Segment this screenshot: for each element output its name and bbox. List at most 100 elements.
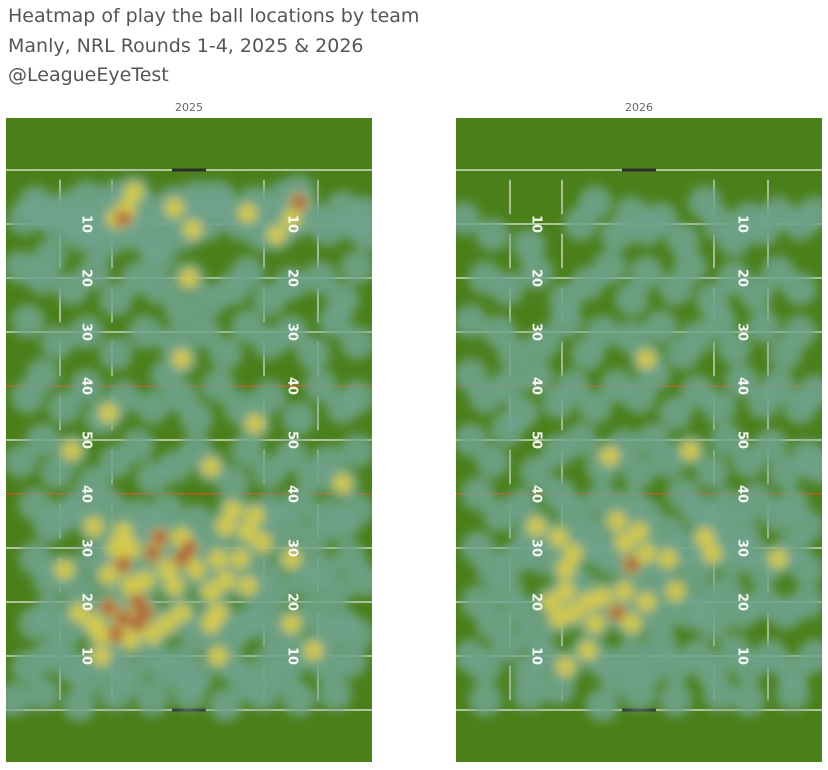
heat-point-level-1 (135, 390, 170, 425)
heat-point-level-1 (622, 676, 656, 711)
heat-layer (456, 185, 822, 722)
yard-number-label: 30 (735, 323, 750, 341)
field-svg-2025: 10 10 20 20 30 30 40 40 50 50 40 40 30 30 20 20 10 10 (6, 118, 372, 762)
heat-point-level-2 (548, 527, 569, 548)
yard-number-label: 40 (285, 377, 300, 395)
heat-point-level-1 (578, 390, 613, 425)
heat-point-level-1 (164, 293, 199, 328)
heat-point-level-1 (281, 682, 316, 717)
heat-point-level-1 (475, 444, 510, 479)
heat-point-level-1 (6, 682, 31, 717)
heat-point-level-1 (468, 649, 503, 684)
yard-number-label: 30 (79, 539, 94, 557)
heat-point-level-2 (171, 602, 192, 623)
heat-point-level-1 (801, 450, 822, 484)
heat-point-level-2 (636, 592, 657, 612)
heat-point-level-1 (252, 379, 287, 414)
yard-number-label: 20 (285, 593, 300, 611)
heat-point-level-1 (25, 676, 60, 711)
yard-number-label: 50 (529, 431, 544, 449)
heat-point-level-3 (137, 604, 154, 621)
heat-point-level-2 (142, 624, 163, 645)
heat-point-level-1 (783, 315, 818, 349)
heat-point-level-2 (555, 581, 576, 602)
heat-point-level-1 (91, 487, 126, 522)
yard-number-label: 10 (79, 647, 94, 665)
heat-point-level-2 (54, 559, 75, 580)
heat-point-level-1 (695, 606, 730, 641)
heat-point-level-1 (150, 493, 185, 528)
heat-point-level-1 (25, 358, 60, 393)
heat-point-level-1 (340, 617, 372, 652)
heat-point-level-1 (761, 369, 796, 403)
heat-point-level-1 (215, 466, 250, 501)
heat-point-level-2 (281, 208, 302, 229)
heat-point-level-2 (69, 602, 90, 623)
chart-credit: @LeagueEyeTest (8, 64, 169, 86)
heat-point-level-2 (636, 349, 657, 369)
heat-point-level-1 (201, 180, 236, 214)
heat-point-level-1 (563, 423, 598, 457)
heat-point-level-2 (208, 602, 229, 623)
heat-point-level-1 (790, 585, 822, 619)
heat-point-level-1 (797, 196, 822, 231)
heat-point-level-1 (6, 444, 38, 479)
yard-number-label: 30 (529, 323, 544, 341)
heat-point-level-1 (702, 304, 737, 339)
heat-point-level-1 (585, 687, 620, 722)
heat-point-level-1 (351, 217, 372, 252)
heat-point-level-1 (592, 250, 627, 285)
heat-point-level-2 (157, 613, 178, 634)
heat-point-level-3 (181, 540, 197, 556)
heat-point-level-1 (519, 358, 554, 393)
heat-point-level-2 (120, 538, 141, 558)
yard-number-label: 40 (79, 377, 94, 395)
heat-point-level-1 (783, 271, 818, 306)
heat-point-level-2 (83, 516, 104, 537)
heat-point-level-1 (717, 331, 752, 366)
heat-point-level-1 (40, 325, 75, 360)
heat-point-level-1 (614, 282, 649, 317)
yard-number-label: 10 (529, 647, 544, 665)
heat-point-level-1 (519, 255, 554, 290)
heat-point-level-2 (266, 224, 287, 245)
heat-point-level-1 (208, 336, 243, 371)
heat-point-level-3 (290, 194, 307, 211)
heat-point-level-3 (115, 556, 132, 573)
panel-title-2025: 2025 (175, 101, 203, 114)
heat-point-level-1 (622, 455, 656, 490)
heat-point-level-1 (25, 423, 60, 457)
heat-point-level-2 (658, 548, 679, 569)
heat-point-level-2 (614, 532, 635, 553)
heat-point-level-1 (548, 304, 583, 339)
heat-point-level-1 (186, 315, 221, 349)
heat-point-level-1 (643, 201, 678, 236)
heat-point-level-2 (200, 581, 221, 602)
yard-number-label: 10 (79, 215, 94, 233)
heat-point-level-1 (120, 428, 155, 463)
heat-layer (6, 174, 372, 722)
heat-point-level-3 (107, 626, 124, 643)
heat-point-level-2 (61, 440, 82, 461)
heat-point-level-1 (25, 261, 60, 295)
heat-point-level-1 (468, 682, 503, 717)
heat-point-level-2 (585, 613, 606, 634)
heat-point-level-1 (230, 255, 265, 290)
heat-point-level-2 (237, 203, 258, 224)
heat-point-level-1 (340, 250, 372, 285)
heat-point-level-1 (274, 315, 309, 349)
heat-point-level-1 (62, 687, 97, 722)
heat-point-level-1 (340, 325, 372, 360)
heat-point-level-1 (230, 433, 265, 468)
heat-point-level-1 (629, 255, 664, 290)
yard-number-label: 10 (285, 647, 300, 665)
heat-point-level-2 (680, 440, 701, 461)
heat-point-level-2 (577, 640, 598, 661)
heat-point-level-2 (237, 521, 258, 542)
yard-number-label: 10 (735, 647, 750, 665)
heat-point-level-2 (303, 640, 324, 661)
yard-number-label: 30 (735, 539, 750, 557)
heat-point-level-3 (115, 210, 132, 227)
heat-point-level-2 (607, 511, 628, 531)
heat-point-level-1 (519, 455, 554, 490)
